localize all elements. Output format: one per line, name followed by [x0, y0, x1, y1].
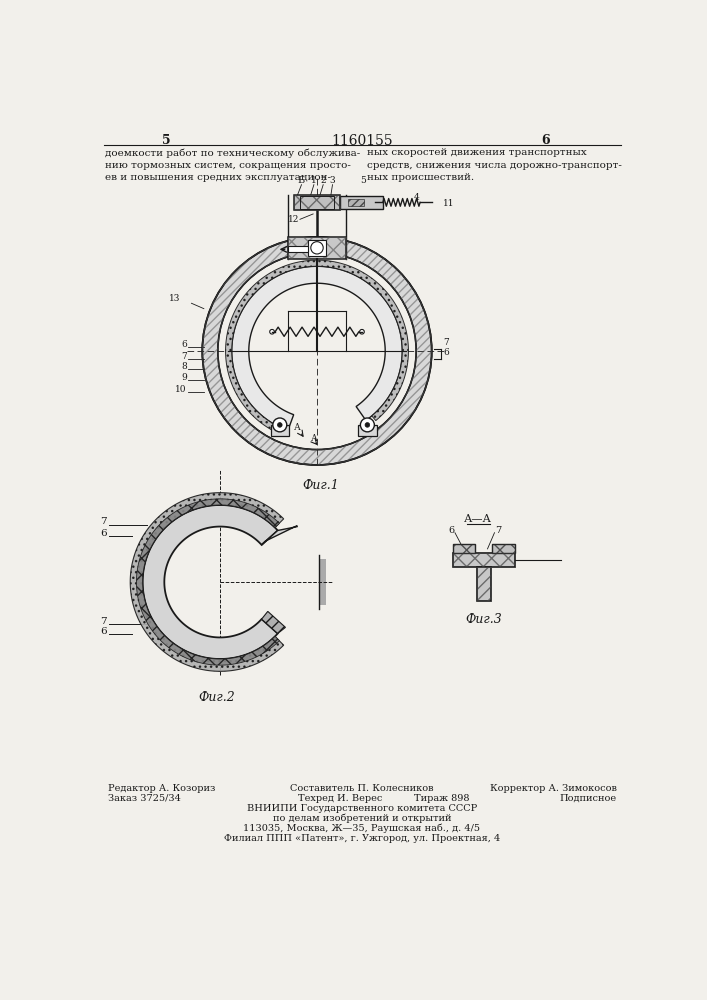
Polygon shape [262, 526, 297, 545]
Text: А: А [311, 434, 317, 443]
Text: 6: 6 [448, 526, 454, 535]
Text: 113035, Москва, Ж—35, Раушская наб., д. 4/5: 113035, Москва, Ж—35, Раушская наб., д. … [243, 824, 481, 833]
Bar [308, 240, 327, 256]
Text: 4: 4 [414, 193, 420, 202]
Bar [340, 196, 383, 209]
Polygon shape [226, 260, 409, 435]
Text: Подписное: Подписное [560, 794, 617, 803]
Text: 13: 13 [169, 294, 180, 303]
Text: 6: 6 [542, 134, 550, 147]
Text: Корректор А. Зимокосов: Корректор А. Зимокосов [490, 784, 617, 793]
Text: 5: 5 [361, 176, 366, 185]
Bar [293, 195, 340, 210]
Text: Фиг.1: Фиг.1 [303, 479, 339, 492]
Bar [348, 199, 363, 206]
Text: ных скоростей движения транспортных
средств, снижения числа дорожно-транспорт-
н: ных скоростей движения транспортных сред… [368, 148, 622, 182]
Text: 3: 3 [329, 176, 335, 185]
Bar [288, 237, 346, 259]
Text: Филиал ППП «Патент», г. Ужгород, ул. Проектная, 4: Филиал ППП «Патент», г. Ужгород, ул. Про… [224, 834, 500, 843]
Text: А—А: А—А [464, 514, 491, 524]
Bar [492, 544, 515, 553]
Text: 8: 8 [181, 362, 187, 371]
Bar [452, 544, 475, 553]
Text: Редактор А. Козориз: Редактор А. Козориз [107, 784, 215, 793]
Text: 1: 1 [311, 176, 317, 185]
Polygon shape [143, 505, 278, 659]
Circle shape [361, 418, 374, 432]
Circle shape [273, 418, 287, 432]
Text: 7: 7 [100, 517, 107, 526]
Bar [293, 195, 340, 210]
Text: ВНИИПИ Государственного комитета СССР: ВНИИПИ Государственного комитета СССР [247, 804, 477, 813]
Text: Техред И. Верес: Техред И. Верес [298, 794, 382, 803]
Text: 9: 9 [181, 373, 187, 382]
Text: Б: Б [298, 176, 305, 185]
Circle shape [365, 423, 370, 427]
Text: 6: 6 [443, 348, 449, 357]
Bar [492, 544, 515, 553]
Wedge shape [202, 237, 432, 465]
Bar [452, 544, 475, 553]
Text: 10: 10 [175, 385, 187, 394]
Text: 6: 6 [100, 627, 107, 636]
Text: 7: 7 [181, 352, 187, 361]
Text: 5: 5 [162, 134, 170, 147]
Text: 11: 11 [443, 199, 455, 208]
Text: доемкости работ по техническому обслужива-
нию тормозных систем, сокращения прос: доемкости работ по техническому обслужив… [105, 148, 361, 182]
Polygon shape [262, 611, 286, 634]
Circle shape [270, 329, 274, 334]
Text: 7: 7 [495, 526, 501, 535]
Bar [477, 567, 491, 601]
Bar [452, 553, 515, 567]
Text: 2: 2 [320, 176, 326, 185]
Bar [358, 425, 377, 436]
Text: Фиг.2: Фиг.2 [198, 691, 235, 704]
Text: 12: 12 [288, 215, 300, 224]
Bar [452, 553, 515, 567]
Polygon shape [136, 499, 279, 665]
Bar [288, 246, 308, 252]
Polygon shape [232, 266, 402, 431]
Circle shape [360, 329, 364, 334]
Bar [477, 567, 491, 601]
Bar [300, 196, 334, 209]
Text: 7: 7 [100, 617, 107, 626]
Text: Фиг.3: Фиг.3 [465, 613, 502, 626]
Text: 6: 6 [181, 340, 187, 349]
Text: 7: 7 [443, 338, 449, 347]
Polygon shape [130, 493, 284, 671]
Text: Составитель П. Колесников: Составитель П. Колесников [290, 784, 433, 793]
Text: Тираж 898: Тираж 898 [414, 794, 469, 803]
Text: А: А [293, 423, 300, 432]
Text: по делам изобретений и открытий: по делам изобретений и открытий [273, 814, 451, 823]
Circle shape [311, 242, 323, 254]
Circle shape [277, 423, 282, 427]
Bar [271, 425, 289, 436]
Text: Заказ 3725/34: Заказ 3725/34 [107, 794, 180, 803]
Bar [288, 237, 346, 259]
Text: 6: 6 [100, 529, 107, 538]
Text: 1160155: 1160155 [331, 134, 393, 148]
